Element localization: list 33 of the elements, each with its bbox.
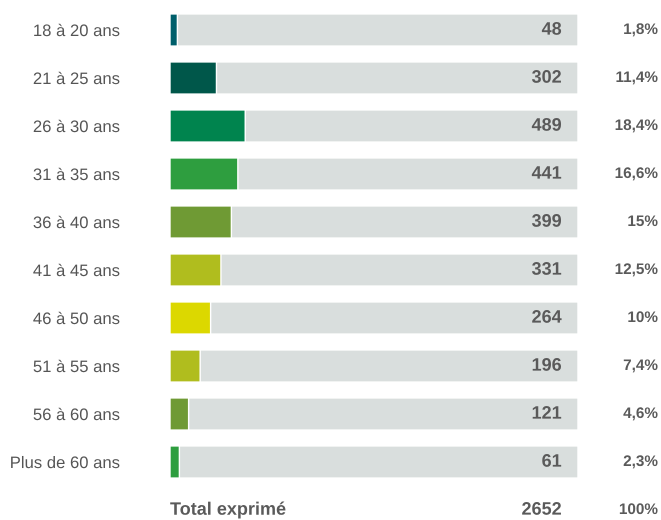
y-tick-label: 51 à 55 ans xyxy=(34,360,120,372)
data-label: 264 xyxy=(532,310,562,323)
data-label: 441 xyxy=(532,166,562,179)
text: 11,4% xyxy=(616,71,658,84)
y-tick-label: 36 à 40 ans xyxy=(34,216,120,228)
text: Total exprimé xyxy=(170,502,286,518)
text: 7,4% xyxy=(624,359,658,372)
data-label: 48 xyxy=(542,22,562,35)
text: 4,6% xyxy=(623,407,658,420)
text: 18,4% xyxy=(616,119,658,132)
text: 15% xyxy=(628,215,658,226)
data-label: 399 xyxy=(532,214,562,227)
data-label: 196 xyxy=(532,358,562,371)
y-tick-label: 26 à 30 ans xyxy=(34,120,120,132)
data-label: 331 xyxy=(532,262,562,275)
data-label: 302 xyxy=(532,70,561,83)
y-tick-label: 31 à 35 ans xyxy=(34,168,120,180)
data-label: 121 xyxy=(532,406,562,419)
y-tick-label: 18 à 20 ans xyxy=(34,24,120,36)
y-tick-label: Plus de 60 ans xyxy=(11,456,120,468)
data-label: 489 xyxy=(532,118,562,131)
text: 2652 xyxy=(522,502,561,515)
y-tick-label: 46 à 50 ans xyxy=(33,312,120,324)
y-tick-label: 21 à 25 ans xyxy=(34,72,120,84)
text: 100% xyxy=(620,503,658,514)
text: 16,6% xyxy=(616,167,658,180)
text: 10% xyxy=(628,311,658,322)
text: 2,3% xyxy=(624,455,658,468)
y-tick-label: 41 à 45 ans xyxy=(33,264,120,276)
y-tick-label: 56 à 60 ans xyxy=(34,408,120,420)
text: 12,5% xyxy=(616,263,658,276)
data-label: 61 xyxy=(542,454,562,467)
text: 1,8% xyxy=(624,23,658,36)
